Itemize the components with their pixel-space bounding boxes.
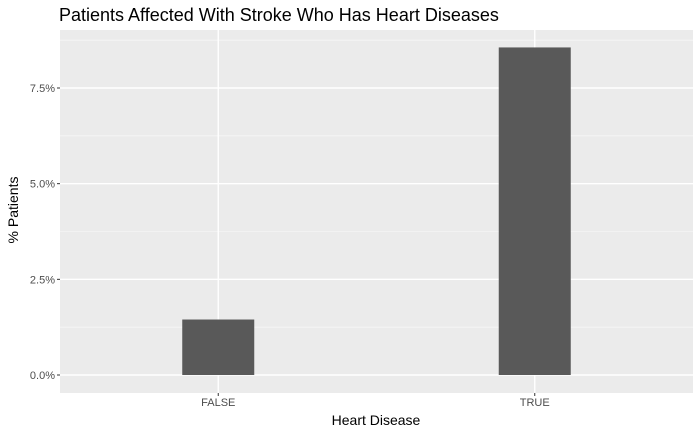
y-axis-title: % Patients [5,177,21,244]
x-axis-title: Heart Disease [332,412,421,428]
y-tick-label: 2.5% [30,274,55,286]
y-tick-label: 0.0% [30,370,55,382]
plot-panel [60,30,693,393]
bars [182,47,571,376]
minor-gridlines [60,39,693,328]
bar-false [182,319,255,375]
y-tick-label: 7.5% [30,83,55,95]
x-tick-label: TRUE [520,397,550,409]
y-tick-label: 5.0% [30,179,55,191]
x-axis: FALSE TRUE [201,393,550,409]
bar-true [498,47,571,376]
y-axis: 0.0% 2.5% 5.0% 7.5% [30,83,60,382]
x-tick-label: FALSE [201,397,235,409]
chart-title: Patients Affected With Stroke Who Has He… [59,5,499,25]
